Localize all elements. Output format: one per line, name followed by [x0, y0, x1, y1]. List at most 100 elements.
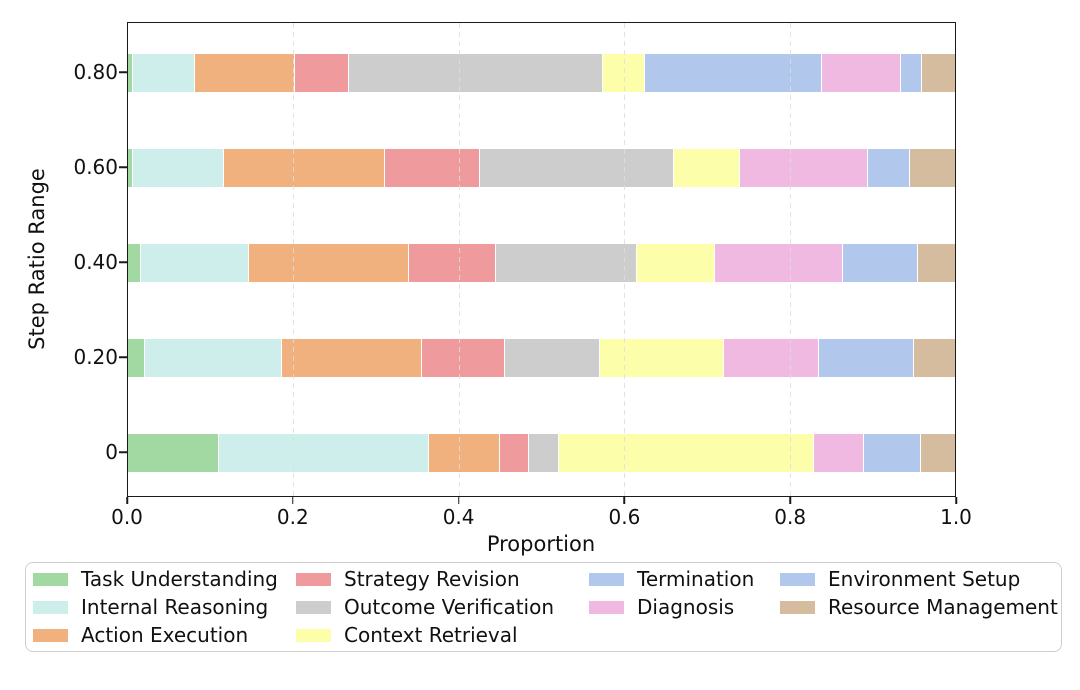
bar-row — [128, 339, 956, 377]
segment-action-execution — [247, 244, 409, 282]
legend-swatch-internal-reasoning — [33, 600, 68, 614]
segment-diagnosis — [739, 149, 867, 187]
legend-label: Outcome Verification — [344, 595, 555, 619]
segment-strategy-revision — [420, 339, 504, 377]
legend-swatch-outcome-verification — [296, 600, 331, 614]
legend-item: Strategy Revision — [296, 565, 554, 593]
legend-label: Environment Setup — [828, 567, 1021, 591]
segment-task-understanding — [128, 434, 219, 472]
legend-column: Environment Setup Resource Management — [780, 565, 1058, 621]
segment-internal-reasoning — [218, 434, 428, 472]
y-tick-label: 0.80 — [73, 60, 118, 84]
x-tick-mark — [789, 497, 791, 504]
segment-environment-setup — [899, 54, 922, 92]
segment-diagnosis — [722, 339, 818, 377]
segment-resource-management — [908, 149, 955, 187]
segment-action-execution — [223, 149, 384, 187]
segment-internal-reasoning — [132, 149, 224, 187]
legend-label: Termination — [637, 567, 755, 591]
segment-internal-reasoning — [140, 244, 248, 282]
y-tick-label: 0.20 — [73, 345, 118, 369]
legend-item: Outcome Verification — [296, 593, 554, 621]
y-tick-mark — [119, 451, 127, 453]
x-tick-mark — [955, 497, 957, 504]
legend-swatch-action-execution — [33, 628, 68, 642]
segment-action-execution — [427, 434, 499, 472]
legend-item: Action Execution — [33, 621, 278, 649]
legend-item: Context Retrieval — [296, 621, 554, 649]
legend-label: Context Retrieval — [344, 623, 518, 647]
segment-action-execution — [194, 54, 294, 92]
bar-row — [128, 434, 955, 472]
legend-swatch-environment-setup — [780, 572, 815, 586]
segment-context-retrieval — [602, 54, 645, 92]
segment-diagnosis — [812, 434, 863, 472]
bar-row — [128, 244, 955, 282]
segment-task-understanding — [128, 339, 145, 377]
legend-label: Resource Management — [828, 595, 1058, 619]
gridline-0.6 — [624, 23, 626, 496]
bar-row — [128, 149, 955, 187]
segment-outcome-verification — [503, 339, 599, 377]
legend-item: Internal Reasoning — [33, 593, 278, 621]
x-tick-mark — [292, 497, 294, 504]
legend: Task Understanding Internal Reasoning Acti… — [25, 562, 1062, 652]
segment-internal-reasoning — [144, 339, 281, 377]
x-axis-label: Proportion — [486, 532, 596, 556]
y-tick-mark — [119, 71, 127, 73]
x-tick-label: 1.0 — [940, 505, 972, 529]
segment-internal-reasoning — [132, 54, 195, 92]
segment-outcome-verification — [479, 149, 673, 187]
x-tick-label: 0.2 — [276, 505, 309, 529]
segment-context-retrieval — [635, 244, 715, 282]
segment-task-understanding — [128, 54, 133, 92]
segment-resource-management — [917, 244, 955, 282]
legend-column: Task Understanding Internal Reasoning Acti… — [33, 565, 278, 649]
segment-resource-management — [913, 339, 956, 377]
y-tick-label: 0.60 — [73, 155, 118, 179]
legend-swatch-task-understanding — [33, 572, 68, 586]
segment-strategy-revision — [408, 244, 496, 282]
segment-resource-management — [921, 54, 955, 92]
gridline-0.8 — [789, 23, 791, 496]
x-tick-label: 0.8 — [774, 505, 807, 529]
legend-item: Resource Management — [780, 593, 1058, 621]
legend-swatch-resource-management — [780, 600, 815, 614]
legend-swatch-termination — [589, 572, 624, 586]
segment-strategy-revision — [383, 149, 480, 187]
y-tick-mark — [119, 356, 127, 358]
legend-label: Task Understanding — [81, 567, 278, 591]
legend-item: Environment Setup — [780, 565, 1058, 593]
legend-item: Termination — [589, 565, 754, 593]
bar-row — [128, 54, 955, 92]
y-tick-mark — [119, 166, 127, 168]
y-tick-mark — [119, 261, 127, 263]
x-tick-label: 0.4 — [442, 505, 475, 529]
segment-context-retrieval — [598, 339, 723, 377]
segment-strategy-revision — [293, 54, 348, 92]
plot-area — [127, 22, 956, 497]
legend-item: Diagnosis — [589, 593, 754, 621]
legend-label: Strategy Revision — [344, 567, 520, 591]
legend-label: Internal Reasoning — [81, 595, 269, 619]
legend-column: Termination Diagnosis — [589, 565, 754, 621]
legend-item: Task Understanding — [33, 565, 278, 593]
legend-label: Action Execution — [81, 623, 249, 647]
x-tick-label: 0.6 — [608, 505, 641, 529]
legend-column: Strategy Revision Outcome Verification Con… — [296, 565, 554, 649]
segment-task-understanding — [128, 244, 141, 282]
segment-resource-management — [919, 434, 955, 472]
legend-swatch-diagnosis — [589, 600, 624, 614]
segment-context-retrieval — [672, 149, 740, 187]
gridline-0.2 — [293, 23, 295, 496]
legend-label: Diagnosis — [637, 595, 735, 619]
segment-outcome-verification — [347, 54, 603, 92]
y-axis-label: Step Ratio Range — [25, 168, 49, 350]
segment-environment-setup — [842, 244, 918, 282]
segment-context-retrieval — [557, 434, 813, 472]
segment-diagnosis — [821, 54, 900, 92]
gridline-0.4 — [458, 23, 460, 496]
segment-task-understanding — [128, 149, 133, 187]
segment-diagnosis — [714, 244, 843, 282]
